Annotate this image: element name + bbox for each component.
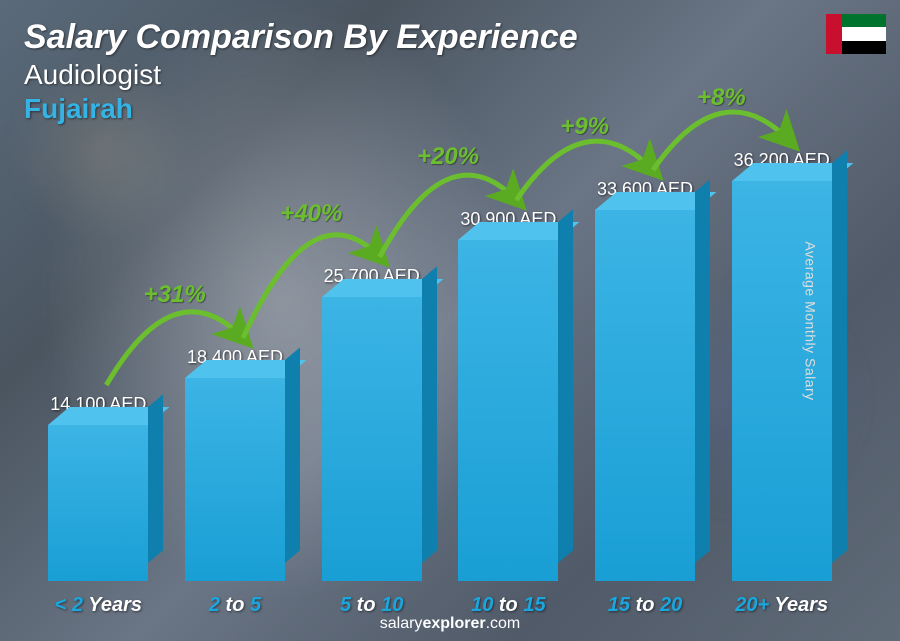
header: Salary Comparison By Experience Audiolog…: [24, 18, 820, 125]
brand-suffix: .com: [486, 615, 521, 632]
chart-subtitle: Audiologist: [24, 59, 820, 91]
bar: [595, 210, 695, 581]
x-axis-label: 5 to 10: [340, 594, 403, 617]
x-axis-label: 10 to 15: [471, 594, 546, 617]
brand-main: explorer: [422, 615, 485, 632]
x-axis-label: 2 to 5: [209, 594, 261, 617]
chart-location: Fujairah: [24, 93, 820, 125]
uae-flag-icon: [826, 14, 886, 54]
bar-slot: 30,900 AED10 to 15: [440, 209, 577, 581]
bar-slot: 33,600 AED15 to 20: [577, 179, 714, 581]
bar-slot: 36,200 AED20+ Years: [713, 150, 850, 581]
x-axis-label: < 2 Years: [55, 594, 142, 617]
x-axis-label: 20+ Years: [735, 594, 828, 617]
bars-area: 14,100 AED< 2 Years18,400 AED2 to 525,70…: [30, 101, 850, 581]
bar: [458, 240, 558, 581]
bar: [322, 297, 422, 581]
y-axis-label: Average Monthly Salary: [802, 241, 818, 400]
bar-slot: 25,700 AED5 to 10: [303, 266, 440, 581]
footer-brand: salaryexplorer.com: [0, 615, 900, 633]
x-axis-label: 15 to 20: [608, 594, 683, 617]
bar-slot: 14,100 AED< 2 Years: [30, 394, 167, 581]
chart-container: Salary Comparison By Experience Audiolog…: [0, 0, 900, 641]
bar: [48, 425, 148, 581]
brand-prefix: salary: [380, 615, 423, 632]
chart-title: Salary Comparison By Experience: [24, 18, 820, 57]
bar: [185, 378, 285, 581]
bar-slot: 18,400 AED2 to 5: [167, 347, 304, 581]
